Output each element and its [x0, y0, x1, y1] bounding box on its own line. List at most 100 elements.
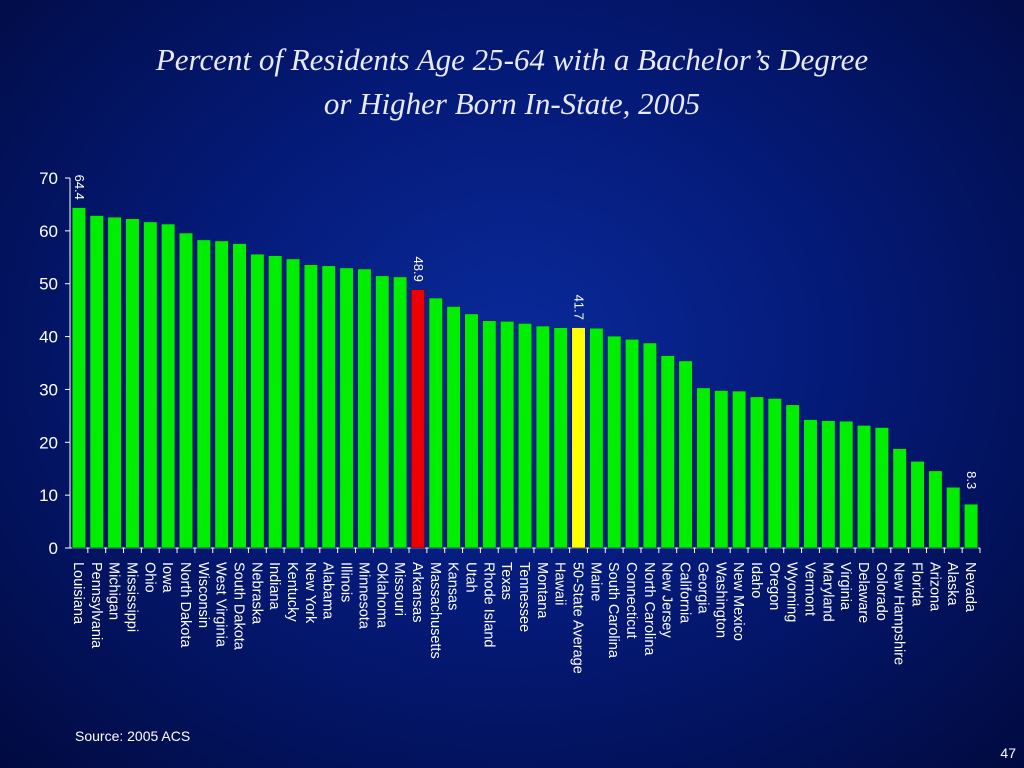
y-tick-label: 50: [39, 275, 58, 294]
bar: [250, 253, 265, 549]
y-tick-label: 0: [49, 539, 58, 558]
bar: [517, 323, 533, 549]
x-tick-label: Nevada: [962, 562, 978, 613]
x-tick-label: Idaho: [748, 562, 764, 598]
bar: [232, 243, 247, 549]
y-tick-label: 60: [39, 222, 58, 241]
bar: [125, 218, 140, 549]
x-tick-label: Maryland: [819, 562, 835, 622]
bar: [624, 338, 640, 549]
y-tick-label: 10: [39, 486, 58, 505]
x-tick-label: 50-State Average: [570, 562, 586, 674]
bar: [553, 327, 568, 549]
x-tick-label: Vermont: [801, 562, 817, 616]
x-tick-label: Missouri: [391, 562, 407, 616]
bar: [642, 342, 657, 549]
x-tick-label: West Virginia: [213, 562, 229, 648]
bar: [464, 313, 479, 549]
bar: [535, 325, 550, 549]
data-label: 41.7: [572, 295, 587, 320]
bar: [856, 425, 872, 549]
x-tick-label: California: [677, 562, 693, 624]
x-tick-label: Mississippi: [123, 562, 139, 632]
x-tick-label: North Carolina: [641, 562, 657, 656]
bar: [357, 268, 372, 549]
bar: [268, 255, 283, 549]
bar: [393, 276, 408, 549]
data-label: 8.3: [964, 471, 979, 489]
x-tick-label: Louisiana: [70, 562, 86, 625]
x-tick-label: Tennessee: [516, 562, 532, 632]
bar: [874, 427, 889, 549]
x-tick-label: Montana: [534, 562, 550, 619]
y-tick-label: 40: [39, 328, 58, 347]
source-note: Source: 2005 ACS: [75, 728, 191, 744]
x-tick-label: Colorado: [873, 562, 889, 621]
x-tick-label: Alabama: [320, 562, 336, 620]
bar: [71, 207, 87, 549]
bar: [339, 267, 354, 549]
bar: [500, 320, 515, 549]
bar: [785, 404, 800, 549]
bar: [749, 396, 765, 549]
bar: [732, 390, 747, 549]
bar: [892, 448, 907, 549]
bar: [143, 221, 158, 549]
chart-title-line-1: Percent of Residents Age 25-64 with a Ba…: [155, 42, 869, 77]
x-tick-label: Wisconsin: [195, 562, 211, 628]
bar: [375, 275, 390, 549]
x-tick-label: Oklahoma: [373, 562, 389, 629]
data-label: 48.9: [411, 257, 426, 282]
x-tick-label: Indiana: [266, 562, 282, 611]
bar: [214, 240, 229, 549]
bar: [946, 486, 961, 549]
bar: [660, 355, 675, 549]
x-tick-label: Ohio: [141, 562, 157, 593]
x-tick-label: Kansas: [445, 562, 461, 610]
bar: [678, 360, 693, 549]
bar: [714, 390, 729, 549]
bar: [839, 420, 854, 549]
x-tick-label: Arkansas: [409, 562, 425, 622]
bar: [963, 503, 979, 549]
x-tick-label: South Carolina: [605, 562, 621, 659]
bar: [446, 306, 461, 549]
chart-title-line-2: or Higher Born In-State, 2005: [323, 86, 701, 121]
x-tick-label: North Dakota: [177, 562, 193, 648]
x-tick-label: Wyoming: [784, 562, 800, 622]
x-tick-label: South Dakota: [231, 562, 247, 651]
y-tick-label: 20: [39, 433, 58, 452]
x-tick-label: Pennsylvania: [88, 562, 104, 649]
bar: [803, 419, 818, 549]
x-tick-label: Rhode Island: [480, 562, 496, 647]
x-tick-label: Illinois: [338, 562, 354, 602]
bar: [821, 420, 836, 549]
bar: [107, 216, 122, 549]
bar: [196, 239, 211, 549]
bar: [696, 387, 711, 549]
page-number: 47: [1000, 745, 1016, 761]
x-tick-label: Alaska: [944, 562, 960, 606]
x-tick-label: Nebraska: [248, 562, 264, 625]
x-tick-label: Hawaii: [552, 562, 568, 606]
x-tick-label: Maine: [587, 562, 603, 602]
x-tick-label: Michigan: [106, 562, 122, 620]
x-tick-label: Massachusetts: [427, 562, 443, 659]
x-tick-label: Texas: [498, 562, 514, 600]
bar: [928, 470, 943, 549]
x-tick-label: Delaware: [855, 562, 871, 623]
x-tick-label: New York: [302, 562, 318, 624]
data-label: 64.4: [72, 175, 87, 200]
bar: [410, 289, 426, 549]
bar: [161, 223, 176, 549]
bar: [321, 265, 336, 549]
chart-title: Percent of Residents Age 25-64 with a Ba…: [40, 38, 984, 126]
bar: [589, 327, 604, 549]
bar-chart: 0 10 20 30 40 50 60 70 Louisiana Pennsylvania Mich…: [39, 175, 979, 674]
x-tick-label: New Mexico: [730, 562, 746, 641]
bar: [89, 215, 104, 549]
x-tick-label: Iowa: [159, 562, 175, 594]
bar: [178, 232, 194, 549]
x-tick-label: Georgia: [694, 562, 710, 615]
bar: [428, 297, 443, 549]
